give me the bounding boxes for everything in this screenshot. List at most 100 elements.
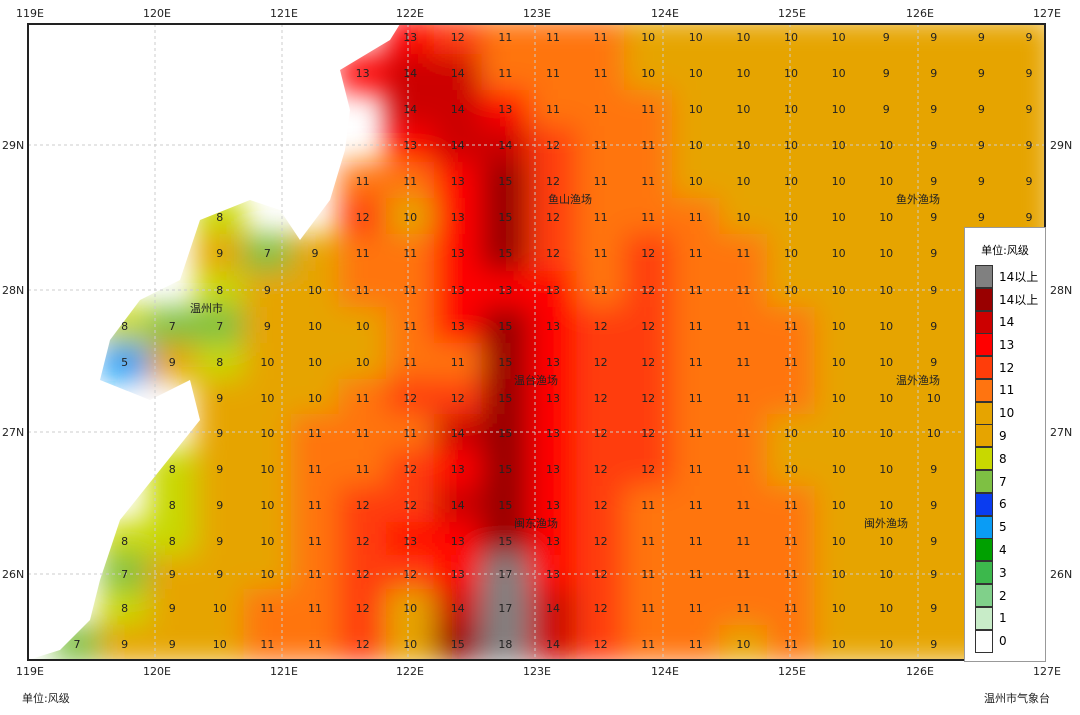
wind-value: 11 xyxy=(356,175,370,188)
wind-cell xyxy=(386,343,436,381)
lat-label-left: 28N xyxy=(2,284,24,297)
wind-value: 11 xyxy=(784,320,798,333)
legend-label: 11 xyxy=(999,383,1015,398)
wind-cell xyxy=(671,589,721,627)
wind-cell xyxy=(433,486,483,524)
wind-value: 10 xyxy=(879,463,893,476)
wind-cell xyxy=(1005,24,1045,56)
wind-value: 11 xyxy=(308,499,322,512)
wind-value: 10 xyxy=(784,211,798,224)
wind-cell xyxy=(338,486,388,524)
legend-swatch xyxy=(975,333,993,357)
wind-value: 10 xyxy=(879,602,893,615)
wind-cell xyxy=(814,198,864,236)
wind-value: 9 xyxy=(930,499,937,512)
wind-cell xyxy=(529,379,578,417)
legend-swatch xyxy=(975,264,993,288)
wind-value: 9 xyxy=(1026,211,1033,224)
wind-value: 13 xyxy=(546,568,560,581)
wind-cell xyxy=(719,450,769,488)
wind-value: 10 xyxy=(879,427,893,440)
wind-cell xyxy=(100,589,150,627)
lon-label-top: 121E xyxy=(270,7,298,20)
wind-cell xyxy=(433,414,483,452)
wind-value: 10 xyxy=(260,535,274,548)
legend-item: 13 xyxy=(975,333,1045,357)
wind-cell xyxy=(719,486,769,524)
wind-cell xyxy=(719,90,769,128)
legend-label: 6 xyxy=(999,497,1007,512)
wind-value: 11 xyxy=(308,463,322,476)
wind-value: 11 xyxy=(689,535,703,548)
wind-value: 11 xyxy=(308,638,322,651)
wind-cell xyxy=(529,24,578,56)
wind-value: 10 xyxy=(879,638,893,651)
wind-value: 11 xyxy=(641,499,655,512)
wind-value: 7 xyxy=(169,320,176,333)
wind-value: 10 xyxy=(832,67,846,80)
lon-label-top: 119E xyxy=(16,7,44,20)
wind-value: 11 xyxy=(736,247,750,260)
legend-label: 3 xyxy=(999,565,1007,580)
legend-label: 13 xyxy=(999,337,1015,352)
wind-value: 17 xyxy=(498,602,512,615)
wind-cell xyxy=(291,307,340,345)
wind-value: 15 xyxy=(498,535,512,548)
wind-value: 11 xyxy=(308,602,322,615)
wind-cell xyxy=(862,24,912,56)
wind-cell xyxy=(386,589,436,627)
wind-value: 11 xyxy=(594,103,608,116)
lon-label-top: 125E xyxy=(778,7,806,20)
area-label: 闽外渔场 xyxy=(864,516,908,530)
wind-value: 12 xyxy=(546,139,560,152)
wind-value: 10 xyxy=(308,356,322,369)
legend-item: 14以上 xyxy=(975,264,1045,288)
wind-value: 11 xyxy=(641,211,655,224)
legend-item: 10 xyxy=(975,401,1045,425)
wind-value: 11 xyxy=(594,175,608,188)
wind-cell xyxy=(338,198,388,236)
lat-label-right: 26N xyxy=(1050,568,1072,581)
wind-value: 9 xyxy=(264,284,271,297)
wind-cell xyxy=(624,414,674,452)
wind-value: 8 xyxy=(216,211,223,224)
area-label: 鱼山渔场 xyxy=(548,192,592,206)
wind-value: 13 xyxy=(403,535,417,548)
wind-cell xyxy=(481,414,531,452)
wind-cell xyxy=(433,162,483,200)
wind-value: 10 xyxy=(689,67,703,80)
area-label: 温外渔场 xyxy=(896,373,940,387)
legend-swatch xyxy=(975,424,993,448)
wind-cell xyxy=(243,522,293,560)
wind-value: 11 xyxy=(308,535,322,548)
wind-value: 8 xyxy=(216,356,223,369)
legend-swatch xyxy=(975,515,993,539)
wind-value: 9 xyxy=(930,67,937,80)
wind-cell xyxy=(243,343,293,381)
wind-value: 10 xyxy=(927,392,941,405)
wind-cell xyxy=(767,450,816,488)
wind-value: 10 xyxy=(879,568,893,581)
wind-cell xyxy=(814,589,864,627)
wind-value: 11 xyxy=(260,602,274,615)
wind-cell xyxy=(624,589,674,627)
wind-cell xyxy=(957,24,1007,56)
wind-value: 12 xyxy=(403,499,417,512)
legend-swatch xyxy=(975,561,993,585)
wind-value: 15 xyxy=(498,356,512,369)
wind-cell xyxy=(862,625,912,660)
wind-value: 12 xyxy=(641,463,655,476)
wind-cell xyxy=(862,54,912,92)
wind-cell xyxy=(338,522,388,560)
wind-cell xyxy=(386,625,436,660)
wind-cell xyxy=(862,486,912,524)
wind-value: 9 xyxy=(930,103,937,116)
wind-value: 11 xyxy=(260,638,274,651)
wind-cell xyxy=(671,522,721,560)
wind-cell xyxy=(671,90,721,128)
wind-cell xyxy=(433,450,483,488)
wind-value: 11 xyxy=(689,602,703,615)
wind-value: 10 xyxy=(784,284,798,297)
wind-cell xyxy=(671,307,721,345)
legend-swatch xyxy=(975,401,993,425)
